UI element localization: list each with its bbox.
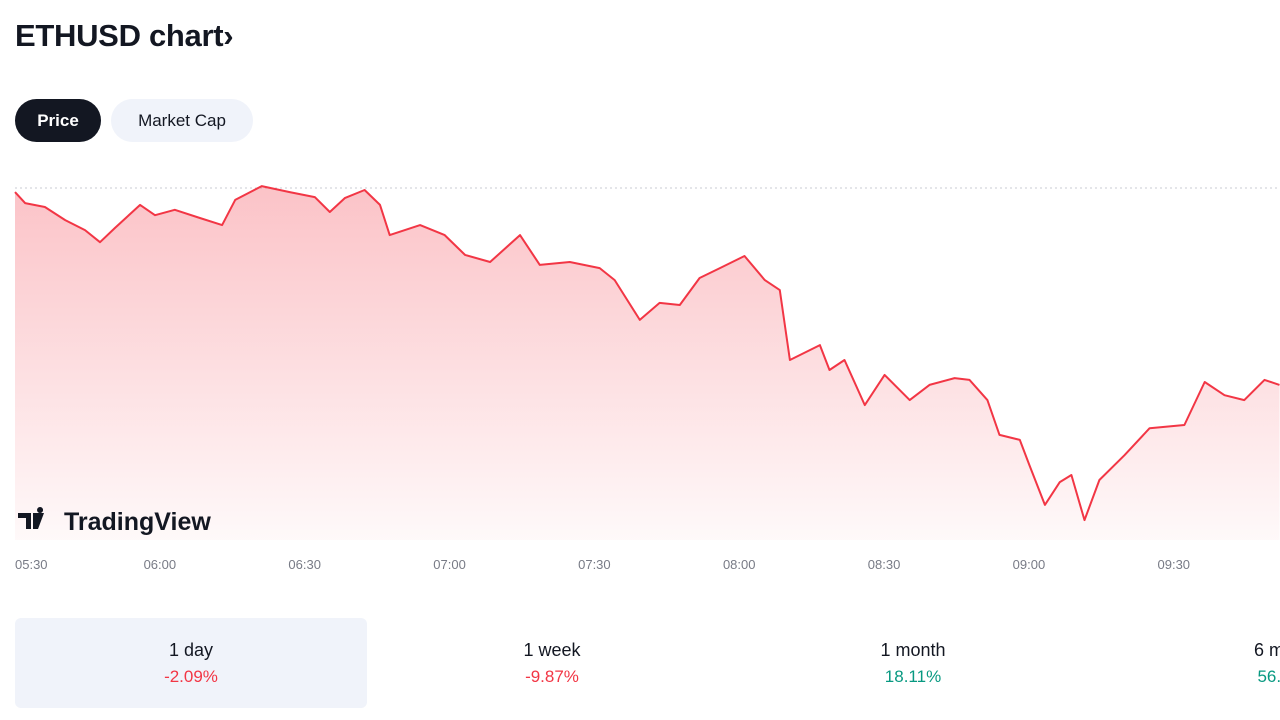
watermark: TradingView [18, 507, 211, 536]
price-line [14, 185, 1280, 522]
x-tick-label: 06:00 [144, 557, 177, 572]
x-tick-label: 05:30 [15, 557, 48, 572]
price-chart: TradingView 05:30 06:00 06:30 07:00 07:30 08:… [14, 185, 1280, 572]
x-tick-label: 07:00 [433, 557, 466, 572]
period: 1 day [168, 640, 214, 660]
watermark-text: TradingView [64, 508, 211, 536]
x-tick-label: 06:30 [288, 557, 321, 572]
tab-market-cap[interactable]: Market Cap [111, 99, 253, 142]
performance-tile[interactable]: 1 month 18.11% [737, 618, 1089, 708]
chevron: › [223, 18, 234, 53]
x-tick-label: 08:30 [868, 557, 901, 572]
performance-tile[interactable]: 1 week -9.87% [376, 618, 728, 708]
change: 18.11% [884, 667, 942, 686]
x-tick-label: 07:30 [578, 557, 611, 572]
page-title[interactable]: ETHUSD chart› [15, 18, 234, 54]
change: -2.09% [164, 667, 218, 686]
x-tick-label: 09:30 [1158, 557, 1191, 572]
change: -9.87% [525, 667, 579, 686]
price-area [15, 186, 1280, 540]
x-tick-label: 08:00 [723, 557, 756, 572]
period: 1 week [523, 640, 581, 660]
tradingview-logo [18, 507, 44, 529]
change: 56.8 [1257, 667, 1280, 686]
period: 1 month [880, 640, 946, 660]
performance-tile[interactable]: 6 mo 56.8 [1098, 618, 1280, 708]
tab-price[interactable]: Price [15, 99, 101, 142]
x-tick-label: 09:00 [1013, 557, 1046, 572]
period: 6 mo [1253, 640, 1280, 660]
title-text: ETHUSD chart [15, 18, 224, 53]
performance-tile[interactable]: 1 day -2.09% [15, 618, 367, 708]
